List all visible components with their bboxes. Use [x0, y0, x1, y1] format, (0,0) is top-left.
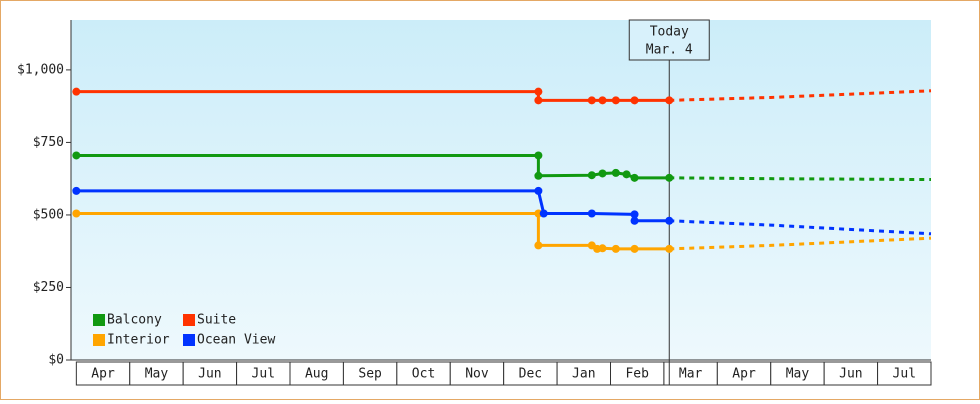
x-tick-label: Aug — [305, 367, 328, 382]
legend-swatch — [93, 314, 105, 326]
point — [598, 169, 607, 178]
point — [630, 210, 639, 219]
today-label: Today — [650, 25, 689, 40]
forecast-line — [669, 176, 932, 182]
point — [598, 96, 607, 105]
point — [534, 96, 543, 105]
x-tick-label: Jul — [893, 367, 916, 382]
x-tick-label: May — [786, 367, 810, 382]
point — [665, 216, 674, 225]
point — [587, 96, 596, 105]
forecast-line — [669, 89, 932, 102]
today-box — [628, 19, 710, 61]
x-tick-label: Jul — [252, 367, 275, 382]
point — [665, 96, 674, 105]
point — [611, 168, 620, 177]
point — [72, 87, 81, 96]
forecast-line — [669, 219, 932, 236]
x-tick-label: Oct — [412, 367, 435, 382]
point — [539, 209, 548, 218]
legend-swatch — [93, 334, 105, 346]
point — [665, 244, 674, 253]
y-tick-label: $500 — [33, 207, 64, 222]
legend-swatch — [183, 334, 195, 346]
point — [534, 87, 543, 96]
x-tick-label: Jun — [839, 367, 862, 382]
x-tick-label: Feb — [625, 367, 649, 382]
point — [72, 186, 81, 195]
y-tick-label: $0 — [48, 353, 64, 368]
point — [534, 151, 543, 160]
point — [587, 171, 596, 180]
point — [630, 96, 639, 105]
y-tick-label: $250 — [33, 280, 64, 295]
forecast-line — [669, 236, 932, 251]
x-tick-label: Jan — [572, 367, 595, 382]
legend-label: Suite — [197, 313, 236, 328]
x-tick-label: Apr — [91, 367, 115, 382]
legend-label: Balcony — [107, 313, 162, 328]
point — [665, 173, 674, 182]
x-tick-label: Nov — [465, 367, 489, 382]
x-tick-label: May — [145, 367, 169, 382]
x-tick-label: Apr — [732, 367, 756, 382]
x-tick-label: Sep — [358, 367, 382, 382]
point — [611, 244, 620, 253]
point — [587, 209, 596, 218]
x-tick-label: Jun — [198, 367, 221, 382]
y-tick-label: $750 — [33, 135, 64, 150]
point — [534, 241, 543, 250]
point — [630, 244, 639, 253]
point — [72, 151, 81, 160]
legend-label: Interior — [107, 333, 170, 348]
x-tick-label: Mar — [679, 367, 703, 382]
y-tick-label: $1,000 — [17, 62, 64, 77]
point — [611, 96, 620, 105]
month-cell — [877, 361, 932, 386]
point — [534, 171, 543, 180]
point — [622, 170, 631, 179]
legend-swatch — [183, 314, 195, 326]
point — [630, 216, 639, 225]
point — [598, 244, 607, 253]
point — [534, 186, 543, 195]
today-label: Mar. 4 — [646, 43, 693, 58]
legend-label: Ocean View — [197, 333, 275, 348]
point — [630, 173, 639, 182]
x-tick-label: Dec — [519, 367, 542, 382]
point — [72, 209, 81, 218]
